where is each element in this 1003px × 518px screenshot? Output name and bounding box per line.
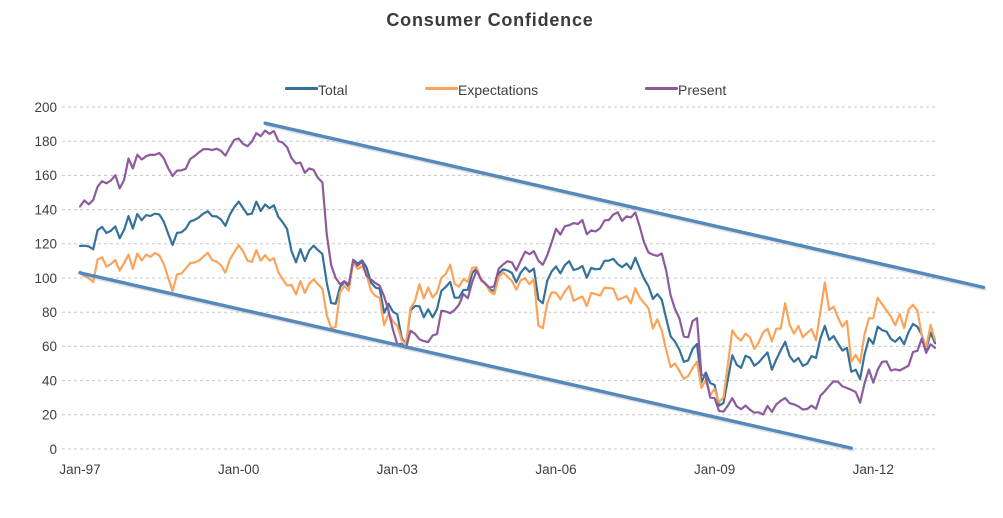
x-tick-label: Jan-09	[694, 462, 735, 477]
legend-item-present: Present	[645, 81, 727, 98]
y-tick-label: 200	[34, 100, 57, 115]
y-tick-label: 0	[49, 442, 57, 457]
y-tick-label: 160	[34, 168, 57, 183]
y-tick-label: 20	[42, 408, 57, 423]
legend-item-expectations: Expectations	[425, 81, 539, 98]
x-tick-label: Jan-97	[59, 462, 100, 477]
chart-title: Consumer Confidence	[386, 10, 594, 30]
legend-swatch-present	[645, 87, 678, 91]
x-tick-label: Jan-03	[377, 462, 418, 477]
lower-channel-trendline	[78, 271, 853, 450]
upper-channel-trendline	[263, 121, 986, 290]
y-tick-label: 60	[42, 339, 57, 354]
legend: Total Expectations Present	[0, 81, 1003, 98]
x-tick-label: Jan-12	[853, 462, 894, 477]
legend-item-total: Total	[285, 81, 348, 98]
y-tick-label: 100	[34, 271, 57, 286]
y-tick-label: 40	[42, 373, 57, 388]
legend-swatch-total	[285, 87, 318, 91]
series-line-present	[78, 129, 937, 416]
y-tick-label: 180	[34, 134, 57, 149]
legend-swatch-expectations	[425, 87, 458, 91]
series-line-total	[78, 200, 937, 407]
legend-label-total: Total	[318, 81, 348, 98]
series-line-expectations	[78, 244, 937, 404]
legend-label-present: Present	[678, 81, 727, 98]
y-tick-label: 80	[42, 305, 57, 320]
y-tick-label: 120	[34, 237, 57, 252]
x-tick-label: Jan-00	[218, 462, 259, 477]
x-tick-label: Jan-06	[535, 462, 576, 477]
legend-label-expectations: Expectations	[458, 81, 539, 98]
y-tick-label: 140	[34, 202, 57, 217]
plot-area: 0 20 40 60 80 100 120 140 160 180 200 Jan-97 Jan-00 J…	[34, 100, 987, 477]
